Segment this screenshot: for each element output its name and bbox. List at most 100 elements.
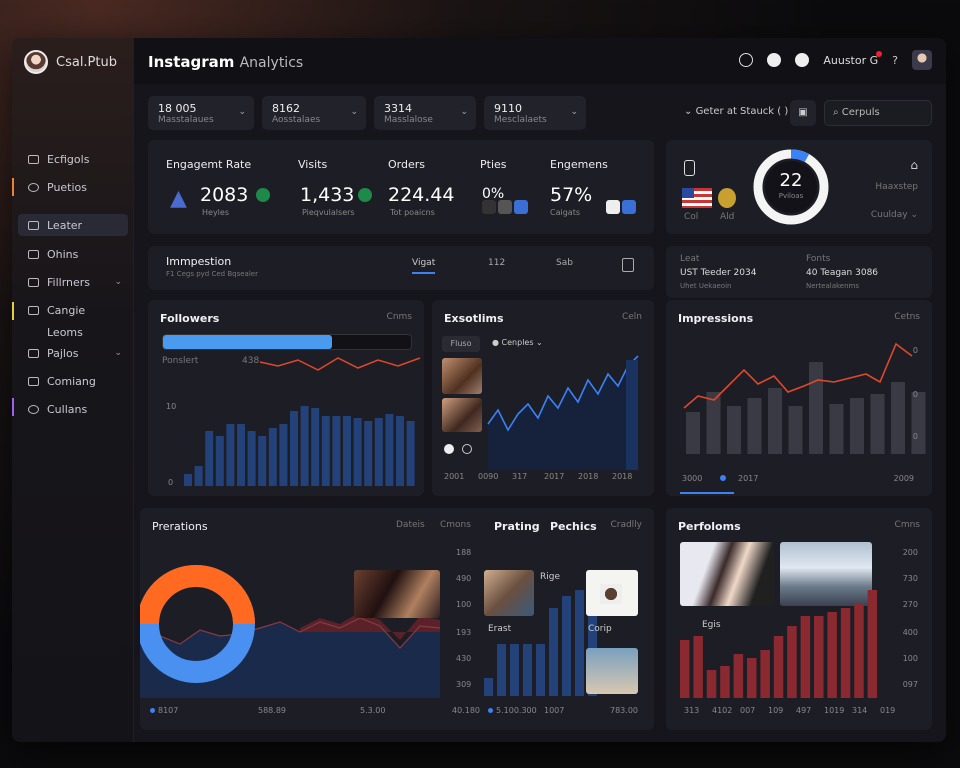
post-thumbnail[interactable] — [484, 570, 534, 616]
bar — [279, 424, 288, 486]
brand[interactable]: Csal.Ptub — [24, 50, 117, 74]
swatch — [514, 200, 528, 214]
gauge-accent — [753, 149, 829, 225]
post-thumbnail[interactable] — [780, 542, 872, 606]
sidebar-item-fillrners[interactable]: Fillrners ⌄ — [18, 271, 128, 293]
donut-meta-label: Cuulday — [870, 210, 908, 220]
followers-progress — [162, 334, 412, 350]
filter-dropdown[interactable]: 8162 Aosstalaes ⌄ — [262, 96, 366, 130]
bar — [827, 612, 837, 698]
trash-icon[interactable] — [622, 258, 634, 272]
strip-title: Immpestion — [166, 255, 232, 268]
sidebar-item-ohins[interactable]: Ohins — [18, 243, 128, 265]
card-meta[interactable]: Celn — [621, 312, 642, 322]
y-tick-label: 0 — [912, 432, 918, 441]
filter-pill[interactable]: Fluso — [442, 336, 480, 352]
tab-cmons[interactable]: Cmons — [440, 520, 471, 530]
post-thumbnail[interactable] — [442, 398, 482, 432]
sidebar-item-cullans[interactable]: Cullans — [18, 398, 128, 420]
y-tick-label: 10 — [166, 402, 177, 411]
pause-icon[interactable] — [462, 444, 472, 454]
post-thumbnail[interactable] — [586, 648, 638, 694]
help-icon[interactable]: ? — [892, 53, 898, 67]
summary-value: UST Teeder 2034 — [680, 268, 757, 278]
bar — [268, 428, 277, 486]
stat-sub: Heyles — [202, 208, 229, 217]
page-title: Instagram Analytics — [148, 53, 303, 71]
sidebar-item-leoms[interactable]: Leoms — [18, 325, 128, 339]
bar — [300, 406, 309, 486]
card-title[interactable]: Prating — [494, 520, 540, 533]
x-tick-label: 783.00 — [610, 706, 638, 715]
y-tick-label: 400 — [902, 628, 918, 637]
ring-segment — [140, 565, 255, 625]
bar — [867, 590, 878, 698]
bar — [854, 604, 864, 698]
progress-label: Ponslert — [162, 356, 199, 366]
header: Instagram Analytics Auustor G ? — [134, 38, 946, 84]
sidebar-item-puetios[interactable]: Puetios — [18, 176, 128, 198]
summary-value: 40 Teagan 3086 — [806, 268, 879, 278]
card-meta[interactable]: Cetns — [894, 312, 920, 322]
card-meta[interactable]: Cnms — [386, 312, 412, 322]
avatar[interactable] — [912, 50, 932, 70]
check-circle-icon[interactable] — [795, 53, 810, 67]
sidebar-item-label: Leater — [47, 218, 83, 232]
x-tick-label: 2018 — [612, 472, 633, 481]
bar — [911, 392, 926, 454]
sidebar: Csal.Ptub Ecfigols Puetios Leater Ohins … — [12, 38, 134, 742]
x-tick-label: 5.100.300 — [496, 706, 537, 715]
sidebar-item-pajlos[interactable]: Pajlos ⌄ — [18, 342, 128, 364]
card-title: Followers — [160, 312, 220, 325]
donut-meta-dropdown[interactable]: Cuulday ⌄ — [870, 210, 918, 220]
bell-icon[interactable] — [739, 53, 754, 67]
tab-vigat[interactable]: Vigat — [412, 258, 436, 274]
search-input[interactable]: ⌕ Cerpuls — [824, 100, 932, 126]
card-title: Exsotlims — [444, 312, 504, 325]
sidebar-item-comiang[interactable]: Comiang — [18, 370, 128, 392]
home-icon[interactable]: ⌂ — [910, 158, 918, 172]
filter-dropdown[interactable]: 3314 Masslalose ⌄ — [374, 96, 476, 130]
sidebar-item-ecfigols[interactable]: Ecfigols — [18, 148, 128, 170]
card-title[interactable]: Pechics — [550, 520, 597, 533]
filter-pill[interactable]: ● Cenples ⌄ — [492, 338, 543, 347]
sidebar-item-cangie[interactable]: Cangie — [18, 299, 128, 321]
moon-icon[interactable] — [767, 53, 782, 67]
filter-dropdown[interactable]: 9110 Mesclalaets ⌄ — [484, 96, 586, 130]
chart-icon — [28, 220, 39, 230]
bar — [406, 421, 415, 486]
user-menu[interactable]: Auustor G — [823, 50, 883, 67]
tab-sab[interactable]: Sab — [556, 258, 573, 268]
card-meta[interactable]: Cmns — [894, 520, 920, 530]
post-thumbnail[interactable] — [586, 570, 638, 616]
post-thumbnail[interactable] — [354, 570, 440, 618]
accent-mark — [12, 302, 14, 320]
check-icon — [256, 188, 270, 202]
card-meta[interactable]: Cradlly — [610, 520, 642, 530]
post-thumbnail[interactable] — [680, 542, 774, 606]
tab-112[interactable]: 112 — [488, 258, 506, 268]
sidebar-item-leater[interactable]: Leater — [18, 214, 128, 236]
grid-icon — [28, 376, 39, 386]
x-tick-label: 2001 — [444, 472, 465, 481]
sidebar-item-label: Cullans — [47, 402, 88, 416]
bar — [575, 590, 584, 696]
caption: Erast — [488, 624, 512, 634]
lock-icon[interactable]: ▣ — [790, 100, 816, 126]
stat-sub: Tot poaicns — [390, 208, 435, 217]
bar — [733, 654, 744, 698]
post-thumbnail[interactable] — [442, 358, 482, 394]
y-tick-label: 100 — [902, 654, 918, 663]
chevron-down-icon: ⌄ — [114, 348, 122, 358]
area-fill — [488, 356, 638, 470]
flag-label: Ald — [720, 212, 735, 222]
tab-dateis[interactable]: Dateis — [396, 520, 425, 530]
chevron-down-icon: ⌄ — [460, 107, 468, 117]
summary-sub: Uhet Uekaeoin — [680, 282, 732, 290]
bar — [814, 616, 824, 698]
sort-dropdown[interactable]: ⌄ Geter at Stauck ( ) — [684, 106, 789, 117]
filter-dropdown[interactable]: 18 005 Masstalaues ⌄ — [148, 96, 254, 130]
summary-card: Leat UST Teeder 2034 Uhet Uekaeoin Fonts… — [666, 246, 932, 298]
stat-label: Pties — [480, 158, 507, 171]
play-icon[interactable] — [444, 444, 454, 454]
